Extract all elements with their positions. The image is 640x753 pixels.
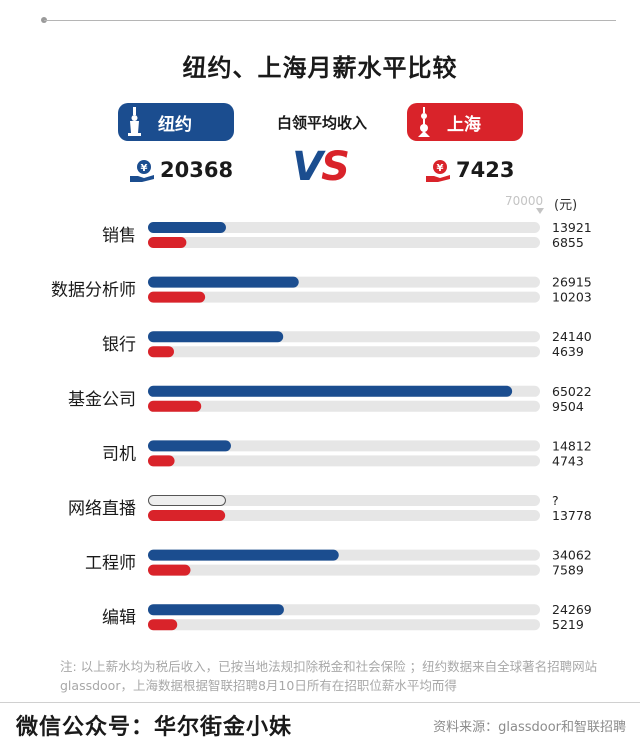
data-source: 资料来源：glassdoor和智联招聘: [433, 720, 626, 735]
scale-max-label: 70000: [505, 194, 544, 208]
bar-unknown: [148, 495, 226, 506]
shanghai-income: ¥ 7423: [424, 158, 514, 182]
footnote: 注: 以上薪水均为税后收入，已按当地法规扣除税金和社会保险 ；纽约数据来自全球著…: [60, 659, 598, 693]
money-hand-icon: ¥: [426, 160, 450, 182]
bar-shanghai: [148, 400, 202, 412]
value-label: 65022: [552, 384, 592, 399]
oriental-pearl-tower-icon: [407, 103, 441, 141]
new-york-income: ¥ 20368: [128, 158, 233, 182]
versus-label: VS: [292, 144, 350, 190]
value-label: 4639: [552, 344, 584, 359]
svg-text:¥: ¥: [437, 163, 444, 174]
category-label: 银行: [102, 335, 136, 355]
shanghai-income-value: 7423: [456, 158, 515, 182]
bar-shanghai: [148, 346, 174, 358]
bar-track: [148, 455, 540, 467]
bar-new-york: [148, 385, 513, 397]
value-label: 9504: [552, 399, 584, 414]
footer-rule: [0, 702, 640, 703]
bar-track: [148, 440, 540, 452]
bar-track: [148, 222, 540, 233]
bar-track: [148, 619, 540, 631]
bar-track: [148, 291, 540, 303]
bar-shanghai: [148, 455, 175, 467]
value-label: 4743: [552, 453, 584, 468]
bar-shanghai: [148, 237, 187, 248]
value-label: 5219: [552, 617, 584, 632]
value-label: 7589: [552, 563, 584, 578]
value-label: 24140: [552, 329, 592, 344]
bar-track: [148, 510, 540, 521]
scale-max-marker: [536, 208, 544, 214]
statue-of-liberty-icon: [118, 103, 152, 141]
bar-track: [148, 495, 540, 506]
value-label: 26915: [552, 275, 592, 290]
new-york-badge: 纽约: [118, 103, 234, 141]
category-label: 基金公司: [68, 390, 136, 410]
category-label: 网络直播: [68, 499, 136, 519]
bar-new-york: [148, 604, 284, 616]
bar-shanghai: [148, 619, 178, 631]
svg-text:¥: ¥: [141, 163, 148, 174]
new-york-label: 纽约: [158, 114, 192, 135]
category-label: 工程师: [85, 554, 136, 574]
bar-new-york: [148, 331, 284, 343]
value-label: 24269: [552, 602, 592, 617]
category-label: 编辑: [102, 608, 136, 628]
value-label: 14812: [552, 438, 592, 453]
category-label: 司机: [102, 444, 136, 464]
unit-label: (元): [554, 198, 578, 213]
value-label: 13778: [552, 508, 592, 523]
bar-new-york: [148, 440, 231, 452]
shanghai-badge: 上海: [407, 103, 523, 141]
category-label: 销售: [102, 226, 136, 246]
bar-track: [148, 237, 540, 248]
bar-shanghai: [148, 510, 226, 521]
bar-new-york: [148, 276, 299, 288]
top-rule: [44, 20, 616, 21]
category-label: 数据分析师: [51, 281, 136, 301]
value-label: 34062: [552, 548, 592, 563]
bar-shanghai: [148, 564, 191, 576]
value-label: 10203: [552, 290, 592, 305]
money-hand-icon: ¥: [130, 160, 154, 182]
bar-track: [148, 400, 540, 412]
new-york-income-value: 20368: [160, 158, 234, 182]
bar-new-york: [148, 222, 226, 233]
bar-track: [148, 346, 540, 358]
value-label: ?: [552, 493, 559, 508]
value-label: 6855: [552, 235, 584, 250]
average-income-label: 白领平均收入: [276, 114, 367, 132]
bar-shanghai: [148, 291, 206, 303]
wechat-account: 微信公众号：华尔街金小妹: [16, 715, 293, 740]
value-label: 13921: [552, 220, 592, 235]
bar-new-york: [148, 549, 339, 561]
bar-track: [148, 564, 540, 576]
shanghai-label: 上海: [447, 114, 481, 135]
page-title: 纽约、上海月薪水平比较: [182, 54, 458, 82]
